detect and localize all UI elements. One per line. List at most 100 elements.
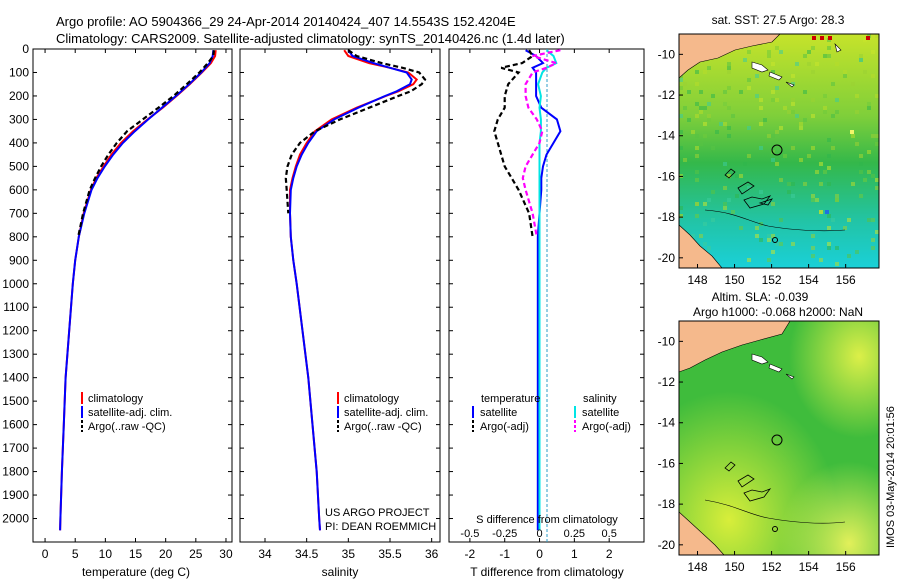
sst-pixel <box>835 198 839 202</box>
sst-pixel <box>847 218 851 222</box>
y-tick-label: 900 <box>9 253 29 267</box>
sst-pixel <box>695 70 699 74</box>
sst-pixel <box>703 106 707 110</box>
sst-pixel <box>827 166 831 170</box>
sst-pixel <box>723 186 727 190</box>
sst-pixel <box>767 234 771 238</box>
y-tick-label: 2000 <box>2 512 29 526</box>
sst-pixel <box>799 122 803 126</box>
sst-pixel <box>823 170 827 174</box>
sst-pixel <box>871 74 875 78</box>
map-y-tick-label: -20 <box>658 538 676 552</box>
sst-pixel <box>747 258 751 262</box>
sst-pixel <box>747 126 751 130</box>
sst-pixel <box>727 126 731 130</box>
sst-pixel <box>747 50 751 54</box>
y-tick-label: 0 <box>22 42 29 56</box>
project-label: US ARGO PROJECT <box>325 507 430 519</box>
legend-label-satellite: satellite-adj. clim. <box>344 407 428 419</box>
sst-pixel <box>791 98 795 102</box>
sst-pixel <box>683 106 687 110</box>
sst-pixel <box>855 250 859 254</box>
sst-land-new-guinea <box>678 33 781 79</box>
salinity-panel: 34 34.5 35 35.5 36 climatology satellite-adj… <box>239 48 441 579</box>
sst-pixel <box>815 170 819 174</box>
map-y-tick-label: -12 <box>658 375 676 389</box>
sst-pixel <box>771 202 775 206</box>
temperature-y-ticks: 0 100 200 300 400 500 600 700 800 900 1000 1100 1200… <box>2 42 232 526</box>
sst-pixel <box>703 202 707 206</box>
sst-pixel <box>835 62 839 66</box>
sst-map-panel: sat. SST: 27.5 Argo: 28.3 -10-12-14-16-1… <box>658 13 880 287</box>
s-diff-ticks: -0.5 -0.25 0 0.25 0.5 <box>460 528 616 540</box>
map-x-tick-label: 154 <box>799 273 819 287</box>
temperature-x-ticks: 0 5 10 15 20 25 30 <box>42 49 233 561</box>
sst-pixel <box>795 62 799 66</box>
sst-pixel <box>863 70 867 74</box>
sla-map-frame <box>678 320 880 556</box>
y-tick-label: 800 <box>9 230 29 244</box>
sst-pixel <box>691 130 695 134</box>
sst-pixel <box>679 130 683 134</box>
sst-pixel <box>787 182 791 186</box>
map-y-tick-label: -10 <box>658 47 676 61</box>
sst-pixel <box>723 102 727 106</box>
sst-pixel <box>811 70 815 74</box>
sst-pixel <box>827 154 831 158</box>
sst-pixel <box>871 50 875 54</box>
sst-pixel <box>855 110 859 114</box>
sst-pixel <box>759 106 763 110</box>
y-tick-label: 600 <box>9 183 29 197</box>
sst-pixel <box>811 246 815 250</box>
sla-map-y-ticks: -10 -12 -14 -16 -18 -20 <box>658 334 683 552</box>
sst-pixel <box>695 102 699 106</box>
sst-pixel <box>835 98 839 102</box>
sst-reef-outlines <box>724 168 773 209</box>
sst-pixel <box>851 82 855 86</box>
sst-pixel <box>787 110 791 114</box>
sst-pixel <box>819 162 823 166</box>
sst-pixel <box>747 86 751 90</box>
sst-map-y-ticks: -10 -12 -14 -16 -18 -20 <box>658 47 683 265</box>
legend-heading-salinity: salinity <box>583 393 617 405</box>
sst-pixel <box>703 134 707 138</box>
map-x-tick-label: 154 <box>799 560 819 574</box>
sst-pixel <box>871 134 875 138</box>
temperature-legend: climatology satellite-adj. clim. Argo(..… <box>81 392 172 433</box>
sst-pixel <box>771 158 775 162</box>
sst-pixel <box>851 182 855 186</box>
legend-label-satellite: satellite-adj. clim. <box>88 407 172 419</box>
footer-timestamp: IMOS 03-May-2014 20:01:56 <box>885 406 897 548</box>
sst-pixel <box>739 90 743 94</box>
y-tick-label: 200 <box>9 89 29 103</box>
sst-pixel <box>711 146 715 150</box>
sst-pixel <box>871 174 875 178</box>
sst-pixel-highlight <box>812 36 816 40</box>
sst-pixel <box>811 234 815 238</box>
sst-pixel <box>835 110 839 114</box>
sst-pixel <box>695 214 699 218</box>
sst-pixel <box>859 54 863 58</box>
sst-pixel <box>723 206 727 210</box>
sst-pixel <box>863 178 867 182</box>
sst-pixel <box>723 122 727 126</box>
sst-pixel <box>775 86 779 90</box>
sst-pixel <box>827 214 831 218</box>
s-tick-label: -0.5 <box>460 528 479 540</box>
sst-pixel <box>711 218 715 222</box>
pi-label: PI: DEAN ROEMMICH <box>325 521 436 533</box>
sst-pixel <box>755 94 759 98</box>
sst-pixel <box>871 238 875 242</box>
legend-label-argo: Argo(..raw -QC) <box>344 421 422 433</box>
sst-pixel <box>767 50 771 54</box>
map-x-tick-label: 150 <box>725 560 745 574</box>
sst-pixel <box>707 66 711 70</box>
sst-pixel <box>723 90 727 94</box>
sst-pixel <box>727 134 731 138</box>
sst-pixel <box>811 114 815 118</box>
legend-label-climatology: climatology <box>88 393 144 405</box>
temperature-x-label: temperature (deg C) <box>82 565 190 579</box>
sst-pixel <box>827 226 831 230</box>
series-line-t-argo-adj- <box>493 49 535 237</box>
sst-pixel <box>719 122 723 126</box>
